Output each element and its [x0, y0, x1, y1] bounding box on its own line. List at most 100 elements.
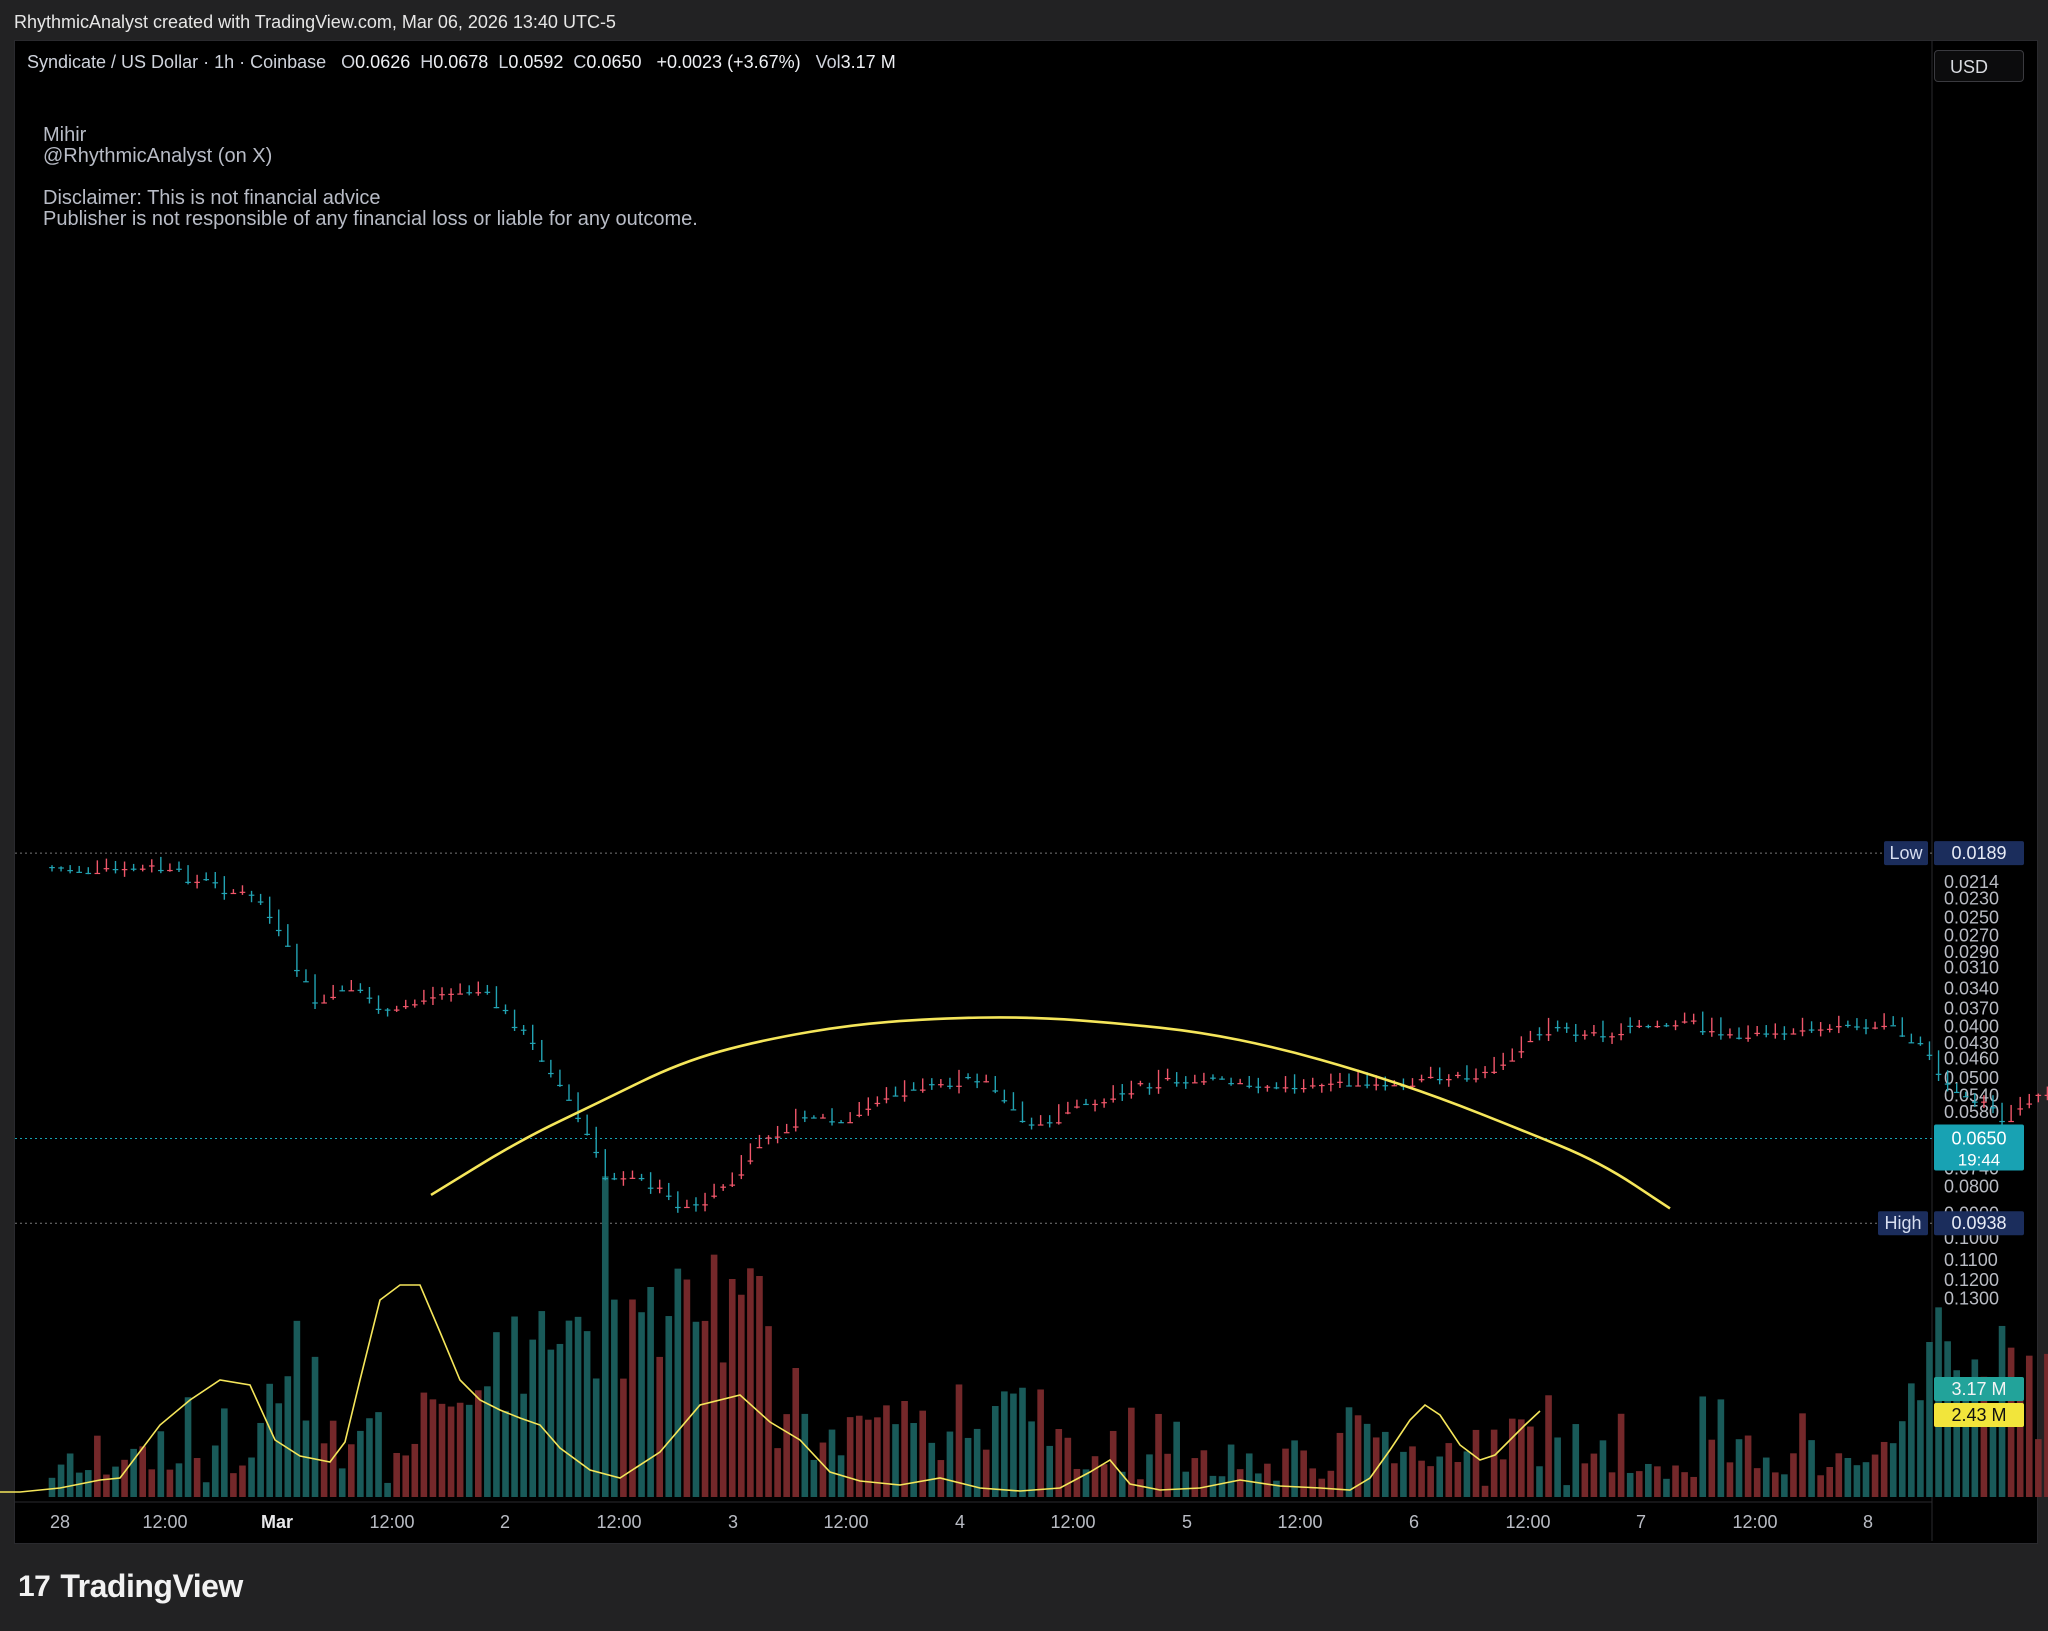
candle-body: [820, 1117, 826, 1119]
y-tick-label: 0.0270: [1944, 925, 1999, 945]
volume-bar: [955, 1384, 963, 1497]
x-tick-label: 12:00: [1050, 1512, 1095, 1532]
low-tag-label: Low: [1884, 841, 1928, 866]
volume-ma-line: [0, 1284, 1541, 1493]
candle-body: [58, 867, 64, 869]
candle-body: [1473, 1078, 1479, 1080]
volume-bar: [1753, 1468, 1761, 1497]
candle-body: [1772, 1033, 1779, 1035]
candle-body: [1572, 1034, 1579, 1036]
symbol-label[interactable]: Syndicate / US Dollar · 1h · Coinbase: [27, 52, 327, 72]
candle-body: [910, 1089, 917, 1091]
candle-body: [665, 1195, 672, 1197]
x-tick-label: 8: [1863, 1512, 1873, 1532]
candle-body: [103, 868, 110, 870]
volume-bar: [420, 1392, 428, 1497]
candle-body: [176, 868, 182, 870]
volume-bar: [1536, 1466, 1543, 1497]
volume-bar: [1527, 1426, 1534, 1497]
volume-bar: [1182, 1471, 1190, 1497]
volume-bar: [1590, 1453, 1598, 1497]
candle-body: [1999, 1120, 2005, 1123]
candle-body: [493, 1007, 500, 1009]
candle-body: [1291, 1087, 1298, 1090]
x-tick-label: 5: [1182, 1512, 1192, 1532]
candle-body: [838, 1122, 844, 1124]
candle-body: [611, 1178, 618, 1180]
volume-bar: [57, 1464, 65, 1497]
candle-body: [1201, 1081, 1207, 1083]
volume-bar: [1236, 1469, 1244, 1497]
volume-bar: [1400, 1451, 1407, 1497]
candle-body: [1518, 1051, 1525, 1053]
volume-bar: [1418, 1460, 1425, 1497]
volume-bar: [565, 1320, 573, 1497]
volume-bar: [1599, 1440, 1607, 1497]
volume-bar: [620, 1378, 627, 1497]
volume-bar: [1245, 1453, 1253, 1497]
candle-body: [901, 1095, 908, 1097]
volume-bar: [357, 1430, 364, 1497]
candle-body: [1210, 1077, 1216, 1079]
volume-bar: [447, 1406, 455, 1497]
candle-body: [538, 1060, 545, 1062]
candle-body: [466, 992, 473, 994]
volume-bar: [1273, 1480, 1280, 1497]
volume-bar: [1635, 1471, 1643, 1497]
volume-bar: [211, 1445, 219, 1497]
y-tick-label: 0.0214: [1944, 872, 1999, 892]
candle-body: [502, 1009, 509, 1012]
x-tick-label: 2: [500, 1512, 510, 1532]
candle-body: [139, 868, 146, 870]
candle-body: [1899, 1035, 1906, 1037]
volume-bar: [547, 1349, 555, 1497]
candle-body: [928, 1084, 935, 1086]
high-tag-label: High: [1878, 1211, 1928, 1236]
volume-bar: [629, 1299, 636, 1497]
candle-body: [829, 1121, 835, 1123]
candle-body: [393, 1009, 400, 1011]
volume-bar: [1354, 1415, 1362, 1497]
candle-body: [947, 1085, 953, 1087]
volume-bar: [592, 1378, 600, 1497]
volume-bar: [293, 1320, 301, 1497]
volume-ma-tag-bg: [1934, 1403, 2024, 1427]
candle-body: [1690, 1020, 1697, 1022]
volume-bar: [810, 1459, 818, 1497]
volume-bar: [611, 1299, 618, 1497]
candle-body: [1591, 1032, 1597, 1034]
candle-body: [1663, 1025, 1670, 1027]
candle-body: [357, 989, 364, 991]
volume-bar: [1019, 1387, 1026, 1497]
volume-bar: [1545, 1395, 1552, 1497]
open-label: O: [341, 52, 356, 72]
candle-body: [1845, 1024, 1851, 1027]
volume-bar: [1762, 1457, 1770, 1497]
volume-bar: [248, 1457, 255, 1497]
y-tick-label: 0.0430: [1944, 1033, 1999, 1053]
candle-body: [1346, 1085, 1352, 1087]
candle-body: [1228, 1083, 1234, 1085]
candle-body: [647, 1187, 654, 1189]
volume-bar: [1155, 1413, 1162, 1497]
candle-body: [575, 1117, 581, 1119]
currency-button[interactable]: USD: [1934, 50, 2024, 82]
candle-body: [1019, 1120, 1026, 1123]
volume-bar: [1499, 1459, 1507, 1497]
volume-bar: [1880, 1441, 1888, 1497]
candle-body: [938, 1084, 944, 1086]
y-tick-label: 0.0290: [1944, 942, 1999, 962]
volume-bar: [148, 1469, 156, 1497]
candle-body: [412, 1004, 418, 1006]
volume-bar: [910, 1423, 917, 1497]
high-tag-label-text: High: [1884, 1213, 1921, 1233]
candle-body: [1990, 1107, 1996, 1109]
candle-body: [965, 1076, 971, 1079]
candle-body: [312, 1002, 318, 1004]
volume-bar: [901, 1400, 908, 1497]
tradingview-logo[interactable]: 17 TradingView: [18, 1568, 243, 1605]
volume-bar: [1372, 1437, 1380, 1497]
candle-body: [1328, 1083, 1334, 1085]
x-tick-label: 12:00: [1277, 1512, 1322, 1532]
